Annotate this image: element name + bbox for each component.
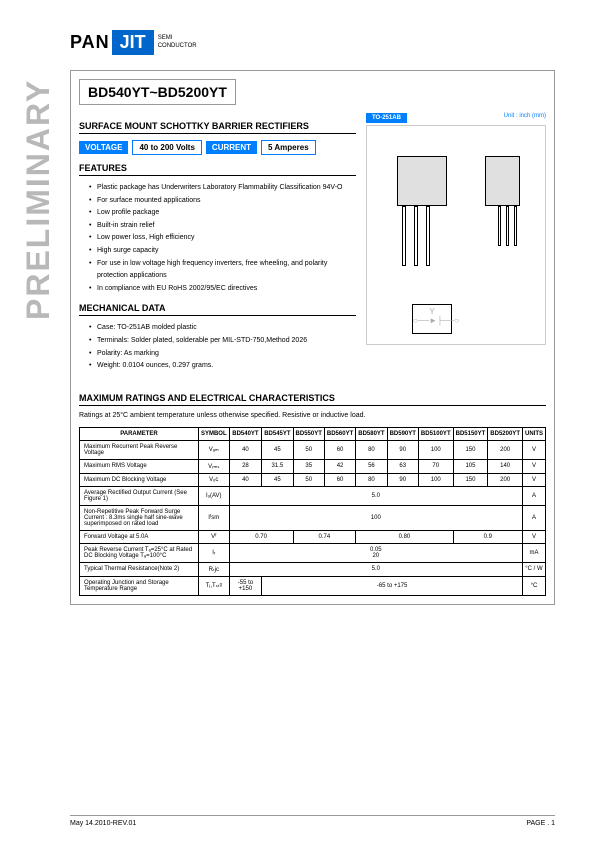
- table-row: Maximum RMS VoltageVᵣₘₛ2831.535425663701…: [80, 459, 546, 473]
- table-row: Typical Thermal Resistance(Note 2)Rₜjc5.…: [80, 562, 546, 576]
- product-title: BD540YT~BD5200YT: [79, 79, 236, 105]
- col-header: BD5100YT: [418, 427, 453, 440]
- logo-subtitle: SEMICONDUCTOR: [158, 35, 197, 49]
- list-item: Case: TO-251AB molded plastic: [89, 322, 356, 335]
- list-item: Built-in strain relief: [89, 220, 356, 233]
- package-label: TO-251AB: [366, 113, 407, 123]
- col-header: UNITS: [522, 427, 545, 440]
- package-body-side: [485, 156, 520, 206]
- col-header: BD5150YT: [453, 427, 488, 440]
- current-value: 5 Amperes: [261, 140, 316, 155]
- table-row: Average Rectified Output Current (See Fi…: [80, 486, 546, 505]
- features-header: FEATURES: [79, 163, 356, 176]
- table-row: Maximum Recurrent Peak Reverse VoltageVₐ…: [80, 440, 546, 459]
- content-frame: BD540YT~BD5200YT SURFACE MOUNT SCHOTTKY …: [70, 70, 555, 605]
- col-header: BD580YT: [356, 427, 387, 440]
- package-leads-front: [402, 206, 430, 266]
- package-body-front: [397, 156, 447, 206]
- features-list: Plastic package has Underwriters Laborat…: [79, 182, 356, 295]
- package-leads-side: [498, 206, 517, 246]
- package-diagram: Y○──►├──○: [366, 125, 546, 345]
- logo-brand-1: PAN: [70, 32, 110, 53]
- list-item: Polarity: As marking: [89, 348, 356, 361]
- logo: PAN JIT SEMICONDUCTOR: [70, 30, 555, 55]
- col-header: BD5200YT: [488, 427, 523, 440]
- list-item: Plastic package has Underwriters Laborat…: [89, 182, 356, 195]
- col-header: BD590YT: [387, 427, 418, 440]
- table-row: Non-Repetitive Peak Forward Surge Curren…: [80, 505, 546, 530]
- table-header-row: PARAMETER SYMBOL BD540YT BD545YT BD550YT…: [80, 427, 546, 440]
- subtitle: SURFACE MOUNT SCHOTTKY BARRIER RECTIFIER…: [79, 121, 356, 134]
- current-label: CURRENT: [206, 141, 257, 154]
- table-row: Peak Reverse Current Tₐ=25°C at Rated DC…: [80, 543, 546, 562]
- list-item: For use in low voltage high frequency in…: [89, 258, 356, 283]
- col-header: BD545YT: [262, 427, 293, 440]
- list-item: Terminals: Solder plated, solderable per…: [89, 335, 356, 348]
- maxratings-header: MAXIMUM RATINGS AND ELECTRICAL CHARACTER…: [79, 393, 546, 406]
- ratings-note: Ratings at 25°C ambient temperature unle…: [79, 412, 546, 419]
- mechanical-list: Case: TO-251AB molded plastic Terminals:…: [79, 322, 356, 372]
- package-symbol: Y○──►├──○: [412, 304, 452, 334]
- list-item: Low profile package: [89, 207, 356, 220]
- list-item: Weight: 0.0104 ounces, 0.297 grams.: [89, 360, 356, 373]
- footer-date: May 14.2010-REV.01: [70, 820, 136, 827]
- list-item: For surface mounted applications: [89, 195, 356, 208]
- col-header: BD540YT: [229, 427, 262, 440]
- footer-page: PAGE . 1: [526, 820, 555, 827]
- col-header: BD550YT: [293, 427, 324, 440]
- table-row: Operating Junction and Storage Temperatu…: [80, 576, 546, 595]
- unit-label: Unit : inch (mm): [504, 113, 546, 123]
- voltage-value: 40 to 200 Volts: [132, 140, 201, 155]
- mechanical-header: MECHANICAL DATA: [79, 303, 356, 316]
- logo-brand-2: JIT: [112, 30, 154, 55]
- list-item: High surge capacity: [89, 245, 356, 258]
- page-footer: May 14.2010-REV.01 PAGE . 1: [70, 815, 555, 827]
- col-header: BD560YT: [324, 427, 355, 440]
- list-item: In compliance with EU RoHS 2002/95/EC di…: [89, 283, 356, 296]
- specs-table: PARAMETER SYMBOL BD540YT BD545YT BD550YT…: [79, 427, 546, 596]
- col-header: PARAMETER: [80, 427, 199, 440]
- page-content: PAN JIT SEMICONDUCTOR BD540YT~BD5200YT S…: [0, 0, 595, 625]
- table-row: Maximum DC Blocking VoltageVₑc4045506080…: [80, 473, 546, 486]
- col-header: SYMBOL: [198, 427, 229, 440]
- list-item: Low power loss, High efficiency: [89, 232, 356, 245]
- voltage-label: VOLTAGE: [79, 141, 128, 154]
- table-row: Forward Voltage at 5.0AVᶠ0.700.740.800.9…: [80, 530, 546, 543]
